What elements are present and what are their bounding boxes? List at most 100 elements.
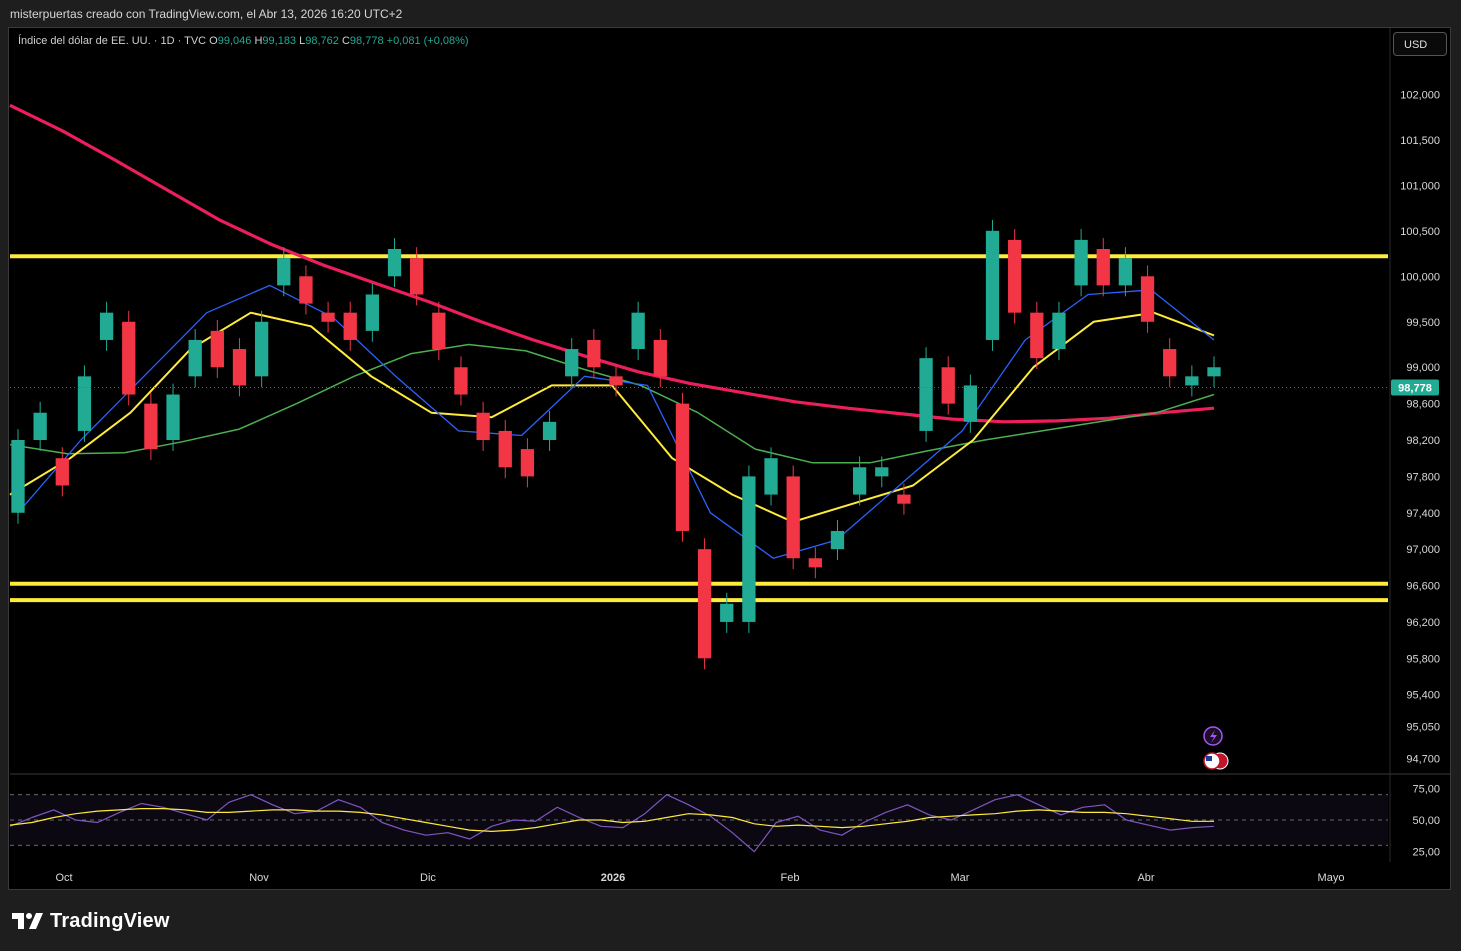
candle-body [786, 476, 800, 559]
candle-body [365, 294, 380, 331]
candle-body [1140, 276, 1155, 322]
candle-body [830, 530, 845, 550]
y-tick-label: 98,600 [1406, 399, 1440, 411]
candle-body [321, 312, 335, 322]
x-tick-label: Mayo [1318, 872, 1345, 884]
candle-body [542, 421, 557, 441]
rsi-line-rsi [9, 794, 1215, 853]
x-tick-label: Abr [1137, 872, 1154, 884]
candle-body [476, 412, 490, 441]
chart-legend: Índice del dólar de EE. UU. · 1D · TVC O… [18, 35, 469, 47]
candle-body [720, 603, 734, 622]
candle-body [188, 339, 202, 377]
rsi-y-tick-label: 25,00 [1412, 847, 1440, 859]
candle-body [55, 458, 69, 486]
candle-body [77, 376, 92, 431]
tradingview-logo-icon [12, 913, 43, 929]
candle-body [432, 312, 446, 350]
candle-body [742, 476, 756, 622]
y-tick-label: 97,400 [1406, 508, 1440, 520]
y-tick-label: 97,000 [1406, 544, 1440, 556]
candle-body [764, 458, 778, 495]
y-tick-label: 96,600 [1406, 581, 1440, 593]
legend-high-label: H [254, 35, 263, 47]
legend-symbol: Índice del dólar de EE. UU. · 1D · TVC [18, 35, 207, 47]
candle-body [587, 339, 601, 368]
candle-body [1030, 312, 1044, 359]
candle-body [232, 349, 247, 386]
candle-body [963, 385, 978, 422]
candle-body [631, 312, 645, 350]
legend-high: 99,183 [262, 35, 297, 47]
y-tick-label: 99,500 [1406, 317, 1440, 329]
y-tick-label: 95,050 [1406, 722, 1440, 734]
y-tick-label: 98,200 [1406, 435, 1440, 447]
candle-body [410, 258, 424, 295]
candle-body [99, 312, 114, 340]
candle-body [299, 276, 313, 304]
rsi-line-rsi-ma [9, 807, 1214, 833]
candle-body [122, 321, 136, 395]
y-tick-label: 95,400 [1406, 690, 1440, 702]
candle-body [675, 403, 690, 531]
legend-low: 98,762 [305, 35, 339, 47]
legend-close: 98,778 [349, 35, 384, 47]
candle-body [210, 330, 224, 368]
moving-average-ma-long [9, 103, 1215, 424]
candle-body [1163, 349, 1177, 377]
candle-body [1008, 239, 1022, 313]
candle-body [498, 430, 512, 468]
rsi-y-tick-label: 75,00 [1412, 783, 1440, 795]
candle-body [919, 358, 933, 431]
y-tick-label: 100,000 [1400, 271, 1440, 283]
candle-body [166, 394, 180, 441]
lightning-bolt-icon [1210, 730, 1217, 743]
candle-body [1052, 312, 1066, 350]
x-tick-label: Feb [781, 872, 800, 884]
candle-body [697, 549, 712, 659]
legend-low-label: L [299, 35, 306, 47]
y-tick-label: 99,000 [1406, 362, 1440, 374]
candle-body [852, 467, 867, 495]
candle-body [387, 249, 402, 277]
y-tick-label: 101,000 [1400, 180, 1440, 192]
rsi-y-tick-label: 50,00 [1412, 815, 1440, 827]
candle-body [653, 339, 667, 377]
legend-change: +0,081 (+0,08%) [386, 35, 469, 47]
last-price-tag [1391, 379, 1439, 396]
legend-open-label: O [209, 35, 218, 47]
candle-body [565, 349, 579, 377]
y-tick-label: 97,800 [1406, 471, 1440, 483]
candle-body [33, 412, 47, 441]
candle-body [808, 558, 822, 568]
candle-body [1074, 239, 1088, 286]
y-tick-label: 100,500 [1400, 226, 1440, 238]
candle-body [609, 376, 623, 386]
candle-body [1118, 258, 1133, 286]
candle-body [875, 467, 889, 477]
candle-body [277, 258, 291, 286]
candle-body [254, 321, 269, 377]
x-tick-label: Mar [951, 872, 970, 884]
candle-body [941, 367, 955, 404]
candle-body [11, 440, 25, 513]
us-flag-canton [1206, 756, 1212, 761]
candle-body [1185, 376, 1199, 386]
candle-body [343, 312, 357, 340]
tradingview-logo[interactable]: TradingView [12, 906, 170, 936]
currency-button[interactable]: USD [1393, 32, 1447, 56]
y-tick-label: 102,000 [1400, 89, 1440, 101]
candle-body [1207, 367, 1221, 377]
x-tick-label: 2026 [601, 872, 625, 884]
legend-close-label: C [341, 35, 350, 47]
x-tick-label: Oct [55, 872, 72, 884]
y-tick-label: 96,200 [1406, 617, 1440, 629]
candle-body [520, 449, 535, 477]
candle-body [1096, 249, 1110, 286]
x-tick-label: Dic [420, 872, 436, 884]
chart-frame [8, 27, 1451, 890]
candle-body [985, 230, 1000, 340]
chart-credit: misterpuertas creado con TradingView.com… [10, 7, 403, 21]
legend-open: 99,046 [217, 35, 252, 47]
